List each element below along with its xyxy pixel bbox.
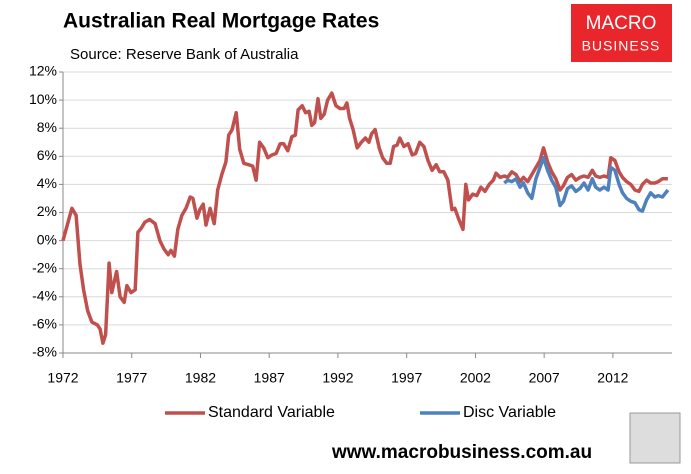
x-tick-label: 1977	[116, 370, 147, 386]
y-tick-label: 12%	[29, 63, 57, 79]
x-tick-label: 2012	[597, 370, 628, 386]
x-tick-label: 1982	[185, 370, 216, 386]
y-tick-label: 8%	[37, 119, 57, 135]
chart-subtitle: Source: Reserve Bank of Australia	[70, 46, 299, 63]
logo-box	[571, 4, 672, 62]
y-tick-label: -4%	[32, 288, 57, 304]
wolf-icon	[629, 412, 681, 464]
y-tick-label: 6%	[37, 147, 57, 163]
x-tick-label: 1992	[322, 370, 353, 386]
chart-title: Australian Real Mortgage Rates	[63, 10, 379, 33]
series-line	[503, 155, 670, 213]
y-tick-label: 0%	[37, 231, 57, 247]
y-tick-label: -8%	[32, 344, 57, 360]
x-tick-label: 1987	[254, 370, 285, 386]
y-tick-label: 10%	[29, 91, 57, 107]
x-tick-label: 1997	[391, 370, 422, 386]
x-tick-label: 1972	[47, 370, 78, 386]
legend-label: Standard Variable	[208, 404, 335, 421]
series-line	[61, 91, 668, 345]
y-tick-label: -2%	[32, 259, 57, 275]
x-tick-label: 2007	[529, 370, 560, 386]
x-tick-label: 2002	[460, 370, 491, 386]
y-tick-label: -6%	[32, 316, 57, 332]
logo-text: MACRO	[586, 13, 657, 34]
logo-text: BUSINESS	[582, 38, 661, 54]
legend-label: Disc Variable	[463, 404, 556, 421]
footer-url: www.macrobusiness.com.au	[331, 442, 592, 463]
y-tick-label: 4%	[37, 175, 57, 191]
y-tick-label: 2%	[37, 203, 57, 219]
